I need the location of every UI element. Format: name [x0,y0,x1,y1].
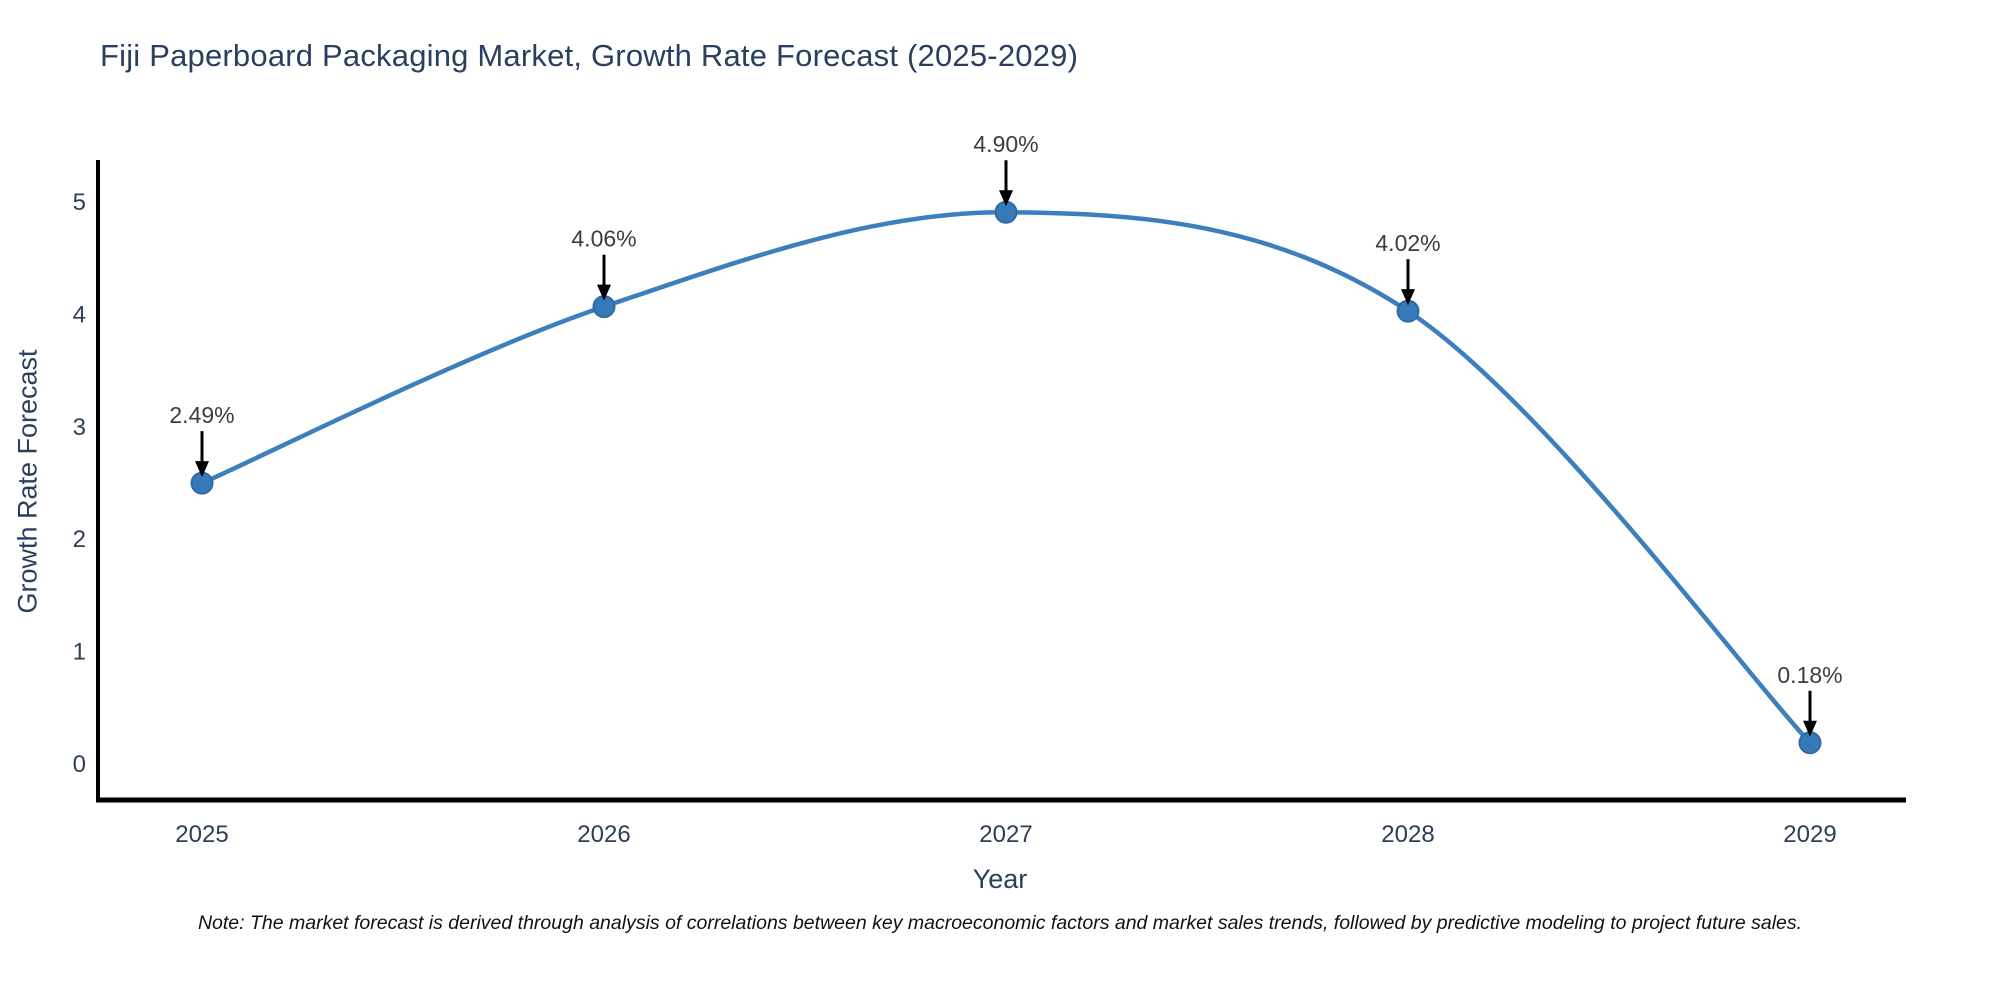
x-tick-label-2029: 2029 [1783,821,1836,848]
forecast-line [199,209,1813,746]
y-axis-title: Growth Rate Forecast [12,349,43,614]
x-tick-label-2027: 2027 [979,821,1032,848]
x-axis-title: Year [972,864,1028,894]
annotation-2026: 4.06% [571,226,637,301]
annotation-label: 4.06% [571,226,636,252]
y-tick-label-2: 2 [73,526,86,553]
annotation-2027: 4.90% [973,131,1039,207]
y-tick-label-4: 4 [73,301,86,328]
footnote: Note: The market forecast is derived thr… [197,912,1803,934]
annotation-label: 2.49% [169,402,234,428]
annotation-arrowhead-icon [1401,289,1415,306]
x-axis-ticks: 2025 2026 2027 2028 2029 [175,821,1836,848]
chart-title: Fiji Paperboard Packaging Market, Growth… [100,38,1079,73]
annotations: 2.49% 4.06% 4.90% 4.02% 0.18% [169,131,1843,737]
annotation-arrowhead-icon [597,284,611,301]
x-tick-label-2028: 2028 [1381,821,1434,848]
y-tick-label-5: 5 [73,189,86,216]
annotation-2029: 0.18% [1777,662,1843,737]
x-tick-label-2025: 2025 [175,821,228,848]
y-tick-label-0: 0 [73,751,86,778]
annotation-arrowhead-icon [195,461,209,478]
y-tick-label-1: 1 [73,639,86,666]
annotation-arrowhead-icon [1803,720,1817,737]
annotation-label: 4.02% [1375,230,1440,256]
annotation-arrowhead-icon [999,190,1013,207]
annotation-2028: 4.02% [1375,230,1441,306]
y-tick-label-3: 3 [73,414,86,441]
x-tick-label-2026: 2026 [577,821,630,848]
annotation-2025: 2.49% [169,402,235,478]
annotation-label: 0.18% [1777,662,1842,688]
annotation-label: 4.90% [973,131,1038,157]
data-points [190,200,1822,755]
y-axis-ticks: 0 1 2 3 4 5 [73,189,86,778]
